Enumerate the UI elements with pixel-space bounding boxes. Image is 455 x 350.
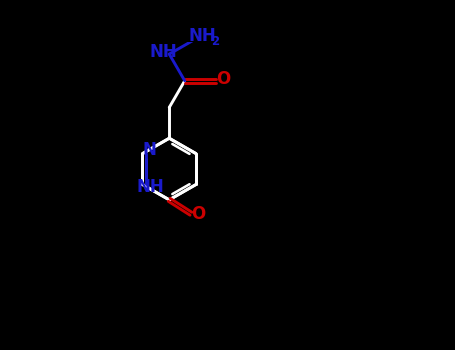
Text: N: N: [142, 141, 157, 159]
Text: 2: 2: [211, 35, 219, 48]
Text: NH: NH: [149, 43, 177, 61]
Text: O: O: [217, 70, 231, 88]
Text: NH: NH: [136, 178, 164, 196]
Text: O: O: [192, 205, 206, 223]
Text: NH: NH: [188, 27, 216, 46]
